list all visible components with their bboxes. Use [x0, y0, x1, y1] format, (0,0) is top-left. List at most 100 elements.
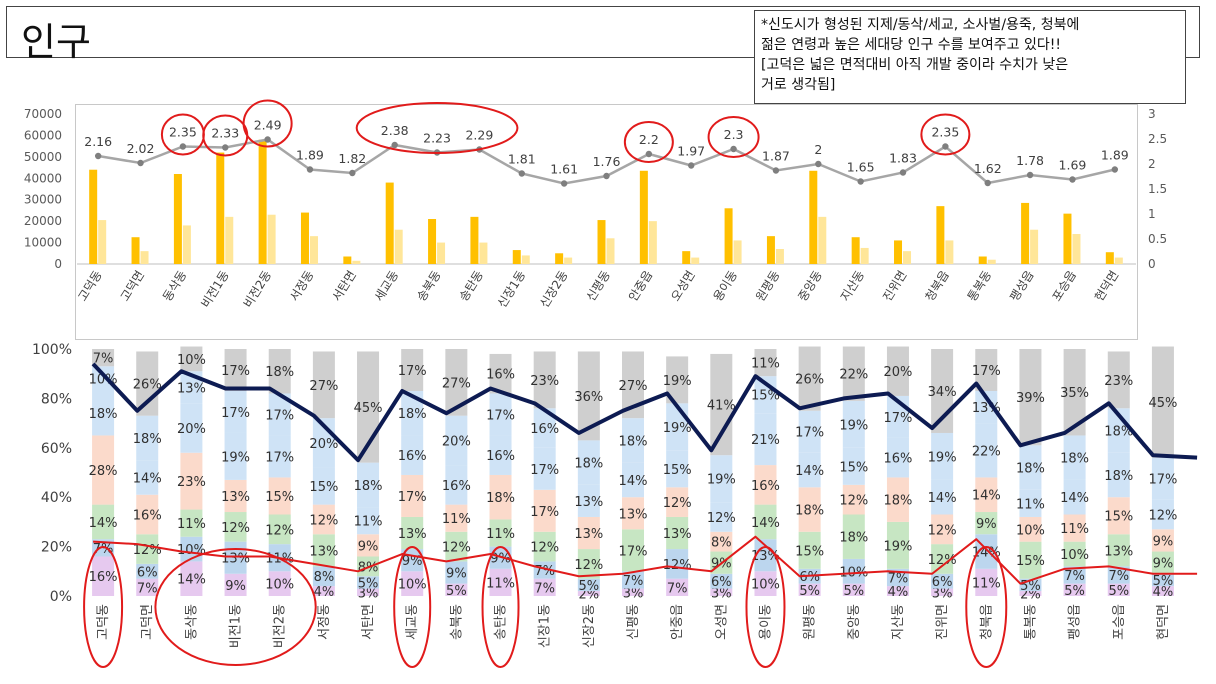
- stack-segment: [224, 432, 247, 480]
- stack-segment: [798, 583, 821, 596]
- data-label: 11%: [751, 357, 780, 372]
- data-label: 27%: [309, 379, 338, 394]
- bar-series-2: [1030, 229, 1039, 264]
- stack-segment: [754, 465, 777, 505]
- bar-series-1: [173, 174, 182, 264]
- data-label: 1.89: [1101, 148, 1129, 163]
- stack-segment: [975, 423, 998, 478]
- data-label: 14%: [619, 474, 648, 489]
- stack-segment: [180, 452, 203, 510]
- bar-series-2: [903, 251, 912, 264]
- data-label: 1.87: [762, 149, 790, 164]
- data-label: 8%: [711, 536, 732, 551]
- stack-segment: [224, 573, 247, 596]
- stack-segment: [1063, 479, 1086, 515]
- stack-segment: [445, 415, 468, 466]
- data-label: 16%: [530, 422, 559, 437]
- stack-segment: [754, 539, 777, 572]
- data-label: 18%: [1104, 469, 1133, 484]
- stack-segment: [136, 578, 159, 596]
- stack-segment: [445, 504, 468, 532]
- data-label: 12%: [574, 558, 603, 573]
- data-label: 7%: [888, 571, 909, 586]
- data-label: 3%: [932, 586, 953, 601]
- data-label: 4%: [1153, 585, 1174, 600]
- x-tick-label: 중앙동: [847, 604, 862, 640]
- highlight-circle: [393, 546, 432, 668]
- data-label: 18%: [1104, 425, 1133, 440]
- y-tick-label: 20%: [41, 540, 72, 556]
- data-label: 10%: [398, 578, 427, 593]
- stack-segment: [1063, 349, 1086, 436]
- data-label: 1.82: [338, 151, 366, 166]
- data-label: 17%: [265, 450, 294, 465]
- data-label: 1.81: [508, 152, 536, 167]
- stack-segment: [1107, 351, 1130, 409]
- y-right-tick-label: 2: [1148, 157, 1156, 171]
- data-label: 15%: [751, 389, 780, 404]
- bar-series-1: [555, 253, 564, 264]
- data-label: 16%: [751, 479, 780, 494]
- stack-segment: [886, 477, 909, 522]
- data-label: 18%: [1060, 452, 1089, 467]
- data-label: 2%: [579, 588, 600, 603]
- stack-segment: [136, 494, 159, 535]
- stack-segment: [666, 549, 689, 579]
- stack-segment: [577, 351, 600, 441]
- highlight-circle: [154, 548, 317, 666]
- data-label: 16%: [89, 570, 118, 585]
- data-label: 11%: [1016, 497, 1045, 512]
- data-label: 17%: [530, 463, 559, 478]
- data-label: 1.76: [593, 154, 621, 169]
- stack-segment: [842, 583, 865, 596]
- stack-segment: [1151, 346, 1174, 458]
- stack-segment: [401, 474, 424, 517]
- data-label: 19%: [663, 374, 692, 389]
- data-label: 2.02: [127, 141, 155, 156]
- stack-segment: [931, 432, 954, 480]
- data-label: 22%: [839, 368, 868, 383]
- bar-series-1: [216, 152, 225, 264]
- data-label: 17%: [619, 544, 648, 559]
- x-tick-label: 안중읍: [670, 604, 685, 640]
- x-tick-label: 신평동: [626, 604, 641, 640]
- data-label: 10%: [1060, 548, 1089, 563]
- data-label: 14%: [751, 516, 780, 531]
- y-left-tick-label: 60000: [24, 128, 62, 142]
- stack-segment: [312, 566, 335, 587]
- data-label: 14%: [795, 464, 824, 479]
- line-point: [222, 144, 229, 151]
- line-point: [1026, 171, 1034, 179]
- data-label: 9%: [1153, 557, 1174, 572]
- data-label: 12%: [928, 553, 957, 568]
- data-label: 11%: [486, 576, 515, 591]
- data-label: 12%: [442, 541, 471, 556]
- y-left-tick-label: 50000: [24, 150, 62, 164]
- stack-segment: [268, 435, 291, 478]
- data-label: 7%: [93, 542, 114, 557]
- stack-segment: [975, 568, 998, 596]
- stack-segment: [533, 531, 556, 562]
- data-label: 27%: [442, 376, 471, 391]
- bar-series-1: [978, 256, 987, 264]
- stack-segment: [268, 349, 291, 394]
- x-tick-label: 동삭동: [184, 604, 199, 640]
- bar-series-2: [606, 238, 615, 264]
- data-label: 12%: [265, 523, 294, 538]
- data-label: 2.2: [639, 132, 659, 147]
- bar-series-2: [564, 257, 573, 264]
- line-point: [518, 170, 525, 177]
- data-label: 27%: [619, 379, 648, 394]
- data-label: 2.16: [84, 134, 112, 149]
- stack-segment: [1019, 541, 1042, 579]
- data-label: 2.38: [381, 123, 409, 138]
- stack-segment: [710, 531, 733, 552]
- bar-series-2: [309, 236, 318, 264]
- stack-segment: [1151, 573, 1174, 587]
- data-label: 2.35: [931, 125, 959, 140]
- data-label: 17%: [398, 364, 427, 379]
- stack-segment: [312, 586, 335, 596]
- data-label: 9%: [358, 539, 379, 554]
- y-right-tick-label: 1.5: [1148, 182, 1167, 196]
